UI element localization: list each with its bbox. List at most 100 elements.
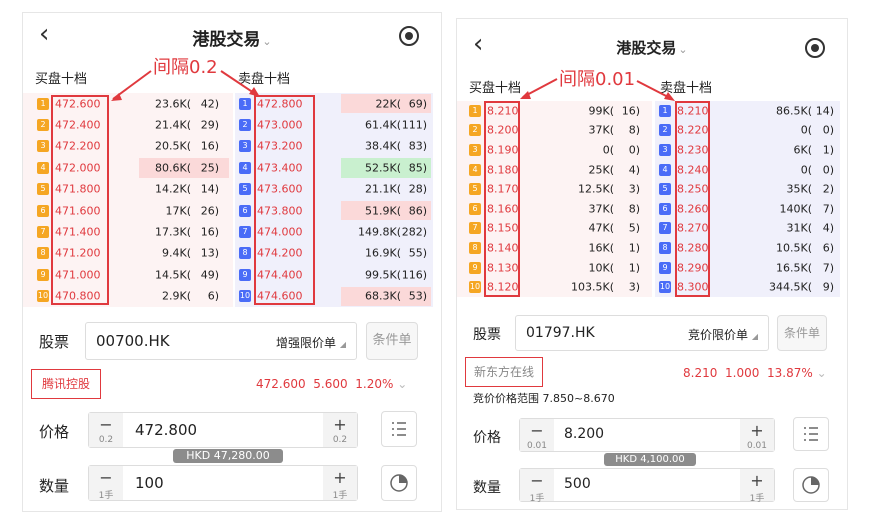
buy-price[interactable]: 8.150 <box>487 221 519 235</box>
price-input[interactable]: 472.800 <box>135 421 198 439</box>
sell-price[interactable]: 474.200 <box>257 246 303 260</box>
sell-level-row[interactable]: 9 8.290 16.5K(7) <box>655 258 840 278</box>
buy-price[interactable]: 8.200 <box>487 123 519 137</box>
buy-level-row[interactable]: 7 8.150 47K(5) <box>457 219 652 239</box>
sell-level-row[interactable]: 4 473.400 52.5K(85) <box>235 157 433 178</box>
sell-level-row[interactable]: 3 473.200 38.4K(83) <box>235 136 433 157</box>
buy-price[interactable]: 8.210 <box>487 104 519 118</box>
price-plus-button[interactable]: +0.2 <box>323 413 357 447</box>
buy-level-row[interactable]: 4 8.180 25K(4) <box>457 160 652 180</box>
buy-price[interactable]: 8.190 <box>487 143 519 157</box>
quantity-input[interactable]: 500 <box>564 476 591 492</box>
buy-price[interactable]: 471.200 <box>55 246 101 260</box>
price-plus-button[interactable]: +0.01 <box>740 419 774 451</box>
buy-level-row[interactable]: 2 472.400 21.4K(29) <box>23 114 233 135</box>
buy-level-row[interactable]: 1 472.600 23.6K(42) <box>23 93 233 114</box>
buy-price[interactable]: 472.400 <box>55 118 101 132</box>
buy-price[interactable]: 8.120 <box>487 280 519 294</box>
buy-level-row[interactable]: 5 471.800 14.2K(14) <box>23 179 233 200</box>
buy-price[interactable]: 471.400 <box>55 225 101 239</box>
conditional-order-button[interactable]: 条件单 <box>777 315 827 351</box>
sell-level-row[interactable]: 1 472.800 22K(69) <box>235 93 433 114</box>
settings-icon[interactable] <box>805 38 825 58</box>
sell-price[interactable]: 472.800 <box>257 97 303 111</box>
sell-level-row[interactable]: 5 473.600 21.1K(28) <box>235 179 433 200</box>
buy-price[interactable]: 470.800 <box>55 289 101 303</box>
price-input[interactable]: 8.200 <box>564 426 605 442</box>
sell-level-row[interactable]: 9 474.400 99.5K(116) <box>235 264 433 285</box>
price-list-button[interactable] <box>793 417 829 451</box>
quantity-input[interactable]: 100 <box>135 474 164 492</box>
sell-level-row[interactable]: 1 8.210 86.5K(14) <box>655 101 840 121</box>
buy-level-row[interactable]: 8 471.200 9.4K(13) <box>23 243 233 264</box>
buy-price[interactable]: 471.600 <box>55 204 101 218</box>
buy-level-row[interactable]: 10 470.800 2.9K(6) <box>23 286 233 307</box>
quantity-plus-button[interactable]: +1手 <box>323 466 357 501</box>
sell-level-row[interactable]: 5 8.250 35K(2) <box>655 179 840 199</box>
back-icon[interactable]: ‹ <box>39 19 50 49</box>
buy-level-row[interactable]: 1 8.210 99K(16) <box>457 101 652 121</box>
sell-price[interactable]: 8.300 <box>677 280 709 294</box>
stock-code-field[interactable]: 01797.HK 竞价限价单 ◢ <box>515 315 769 351</box>
buy-price[interactable]: 8.180 <box>487 163 519 177</box>
buy-level-row[interactable]: 8 8.140 16K(1) <box>457 238 652 258</box>
sell-price[interactable]: 8.280 <box>677 241 709 255</box>
sell-level-row[interactable]: 10 474.600 68.3K(53) <box>235 286 433 307</box>
buy-price[interactable]: 8.130 <box>487 261 519 275</box>
quantity-minus-button[interactable]: −1手 <box>520 469 554 504</box>
sell-level-row[interactable]: 8 8.280 10.5K(6) <box>655 238 840 258</box>
sell-price[interactable]: 8.240 <box>677 163 709 177</box>
sell-price[interactable]: 8.250 <box>677 182 709 196</box>
stock-code-field[interactable]: 00700.HK 增强限价单 ◢ <box>85 322 357 360</box>
sell-level-row[interactable]: 6 8.260 140K(7) <box>655 199 840 219</box>
sell-level-row[interactable]: 2 8.220 0(0) <box>655 121 840 141</box>
buy-price[interactable]: 8.160 <box>487 202 519 216</box>
sell-level-row[interactable]: 2 473.000 61.4K(111) <box>235 114 433 135</box>
expand-icon[interactable]: ⌄ <box>816 366 827 380</box>
sell-price[interactable]: 474.000 <box>257 225 303 239</box>
sell-level-row[interactable]: 7 474.000 149.8K(282) <box>235 221 433 242</box>
sell-level-row[interactable]: 3 8.230 6K(1) <box>655 140 840 160</box>
order-type-select[interactable]: 竞价限价单 ◢ <box>688 328 758 342</box>
buy-level-row[interactable]: 3 472.200 20.5K(16) <box>23 136 233 157</box>
sell-level-row[interactable]: 6 473.800 51.9K(86) <box>235 200 433 221</box>
sell-price[interactable]: 473.800 <box>257 204 303 218</box>
price-list-button[interactable] <box>381 411 417 447</box>
buy-price[interactable]: 8.170 <box>487 182 519 196</box>
buy-level-row[interactable]: 10 8.120 103.5K(3) <box>457 277 652 297</box>
quantity-plus-button[interactable]: +1手 <box>740 469 774 504</box>
sell-price[interactable]: 473.000 <box>257 118 303 132</box>
sell-price[interactable]: 8.270 <box>677 221 709 235</box>
buy-level-row[interactable]: 3 8.190 0(0) <box>457 140 652 160</box>
sell-level-row[interactable]: 8 474.200 16.9K(55) <box>235 243 433 264</box>
buy-level-row[interactable]: 5 8.170 12.5K(3) <box>457 179 652 199</box>
page-title[interactable]: 港股交易 ⌄ <box>192 30 272 50</box>
sell-price[interactable]: 8.260 <box>677 202 709 216</box>
expand-icon[interactable]: ⌄ <box>397 377 408 391</box>
sell-level-row[interactable]: 7 8.270 31K(4) <box>655 219 840 239</box>
sell-price[interactable]: 8.220 <box>677 123 709 137</box>
buy-level-row[interactable]: 6 471.600 17K(26) <box>23 200 233 221</box>
buy-price[interactable]: 472.600 <box>55 97 101 111</box>
page-title[interactable]: 港股交易 ⌄ <box>616 39 688 57</box>
sell-price[interactable]: 474.600 <box>257 289 303 303</box>
position-chart-button[interactable] <box>793 468 829 502</box>
quantity-minus-button[interactable]: −1手 <box>89 466 123 501</box>
sell-price[interactable]: 474.400 <box>257 268 303 282</box>
sell-price[interactable]: 8.210 <box>677 104 709 118</box>
settings-icon[interactable] <box>399 26 419 46</box>
buy-level-row[interactable]: 9 8.130 10K(1) <box>457 258 652 278</box>
sell-level-row[interactable]: 4 8.240 0(0) <box>655 160 840 180</box>
order-type-select[interactable]: 增强限价单 ◢ <box>276 336 346 350</box>
conditional-order-button[interactable]: 条件单 <box>366 322 418 360</box>
price-minus-button[interactable]: −0.2 <box>89 413 123 447</box>
sell-price[interactable]: 8.230 <box>677 143 709 157</box>
buy-price[interactable]: 471.800 <box>55 182 101 196</box>
sell-price[interactable]: 473.400 <box>257 161 303 175</box>
buy-price[interactable]: 472.200 <box>55 139 101 153</box>
buy-level-row[interactable]: 2 8.200 37K(8) <box>457 121 652 141</box>
buy-price[interactable]: 8.140 <box>487 241 519 255</box>
price-minus-button[interactable]: −0.01 <box>520 419 554 451</box>
position-chart-button[interactable] <box>381 465 417 501</box>
sell-price[interactable]: 473.600 <box>257 182 303 196</box>
